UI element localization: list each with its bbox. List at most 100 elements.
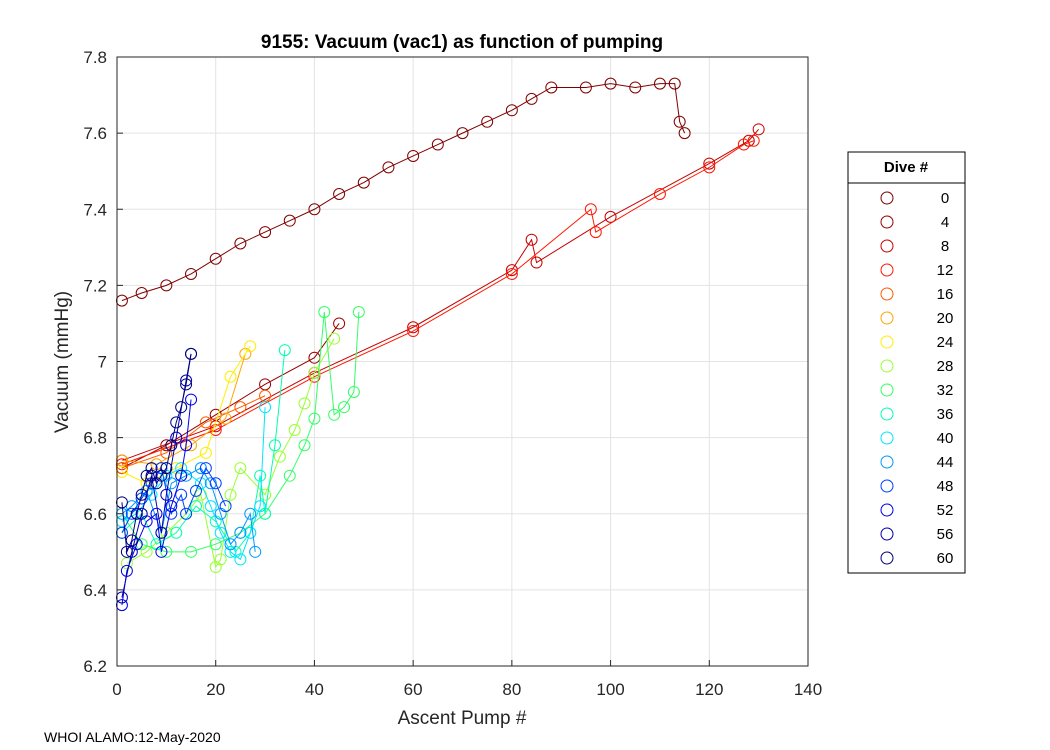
data-point: [308, 370, 321, 383]
legend-marker: [880, 479, 894, 493]
data-point: [160, 545, 173, 558]
series-line: [121, 407, 266, 561]
data-point: [584, 203, 597, 216]
data-point: [407, 149, 420, 162]
series-dive-0: [115, 77, 691, 307]
data-point: [180, 439, 193, 452]
y-tick-label: 7.4: [83, 200, 107, 219]
data-point: [338, 401, 351, 414]
data-point: [224, 545, 237, 558]
data-point: [185, 439, 198, 452]
series-line: [121, 395, 266, 469]
data-point: [456, 127, 469, 140]
data-point: [668, 77, 681, 90]
data-point: [165, 439, 178, 452]
data-point: [150, 507, 163, 520]
legend-label: 36: [937, 406, 954, 423]
y-tick-label: 6.6: [83, 505, 107, 524]
data-point: [505, 267, 518, 280]
legend-marker: [880, 263, 894, 277]
data-point: [115, 599, 128, 612]
y-tick-label: 6.8: [83, 429, 107, 448]
x-axis-label: Ascent Pump #: [398, 708, 527, 729]
data-point: [170, 526, 183, 539]
series-dive-16: [115, 389, 272, 475]
data-point: [185, 347, 198, 360]
legend-marker: [880, 455, 894, 469]
legend-label: 24: [937, 334, 954, 351]
data-point: [115, 465, 128, 478]
data-point: [199, 416, 212, 429]
tick-layer: 0 20 40 60 80 100 120 140 6.2 6.4 6.6 6.8 7 7.2 7.4 7.6…: [83, 48, 822, 699]
legend-label: 56: [937, 526, 954, 543]
data-point: [135, 286, 148, 299]
legend-marker: [880, 527, 894, 541]
chart-title: 9155: Vacuum (vac1) as function of pumpi…: [261, 32, 663, 53]
data-point: [115, 294, 128, 307]
data-point: [328, 332, 341, 345]
series-line: [121, 311, 360, 553]
data-point: [175, 401, 188, 414]
legend-label: 20: [937, 310, 954, 327]
legend-label: 16: [937, 286, 954, 303]
data-point: [165, 500, 178, 513]
series-layer: [115, 77, 765, 612]
data-point: [604, 210, 617, 223]
data-point: [115, 462, 128, 475]
data-point: [505, 264, 518, 277]
data-point: [160, 439, 173, 452]
legend-marker: [880, 215, 894, 229]
legend-label: 32: [937, 382, 954, 399]
legend-title: Dive #: [884, 159, 929, 176]
x-tick-label: 80: [502, 680, 521, 699]
legend-marker: [880, 335, 894, 349]
legend-label: 0: [941, 190, 949, 207]
series-dive-12: [115, 134, 760, 471]
data-point: [530, 256, 543, 269]
data-point: [160, 279, 173, 292]
data-point: [382, 161, 395, 174]
data-point: [199, 462, 212, 475]
x-tick-label: 100: [596, 680, 624, 699]
data-point: [115, 458, 128, 471]
data-point: [407, 321, 420, 334]
data-point: [234, 237, 247, 250]
series-line: [121, 140, 754, 465]
data-point: [333, 188, 346, 201]
data-point: [155, 462, 168, 475]
legend-marker: [880, 503, 894, 517]
data-point: [234, 462, 247, 475]
data-point: [244, 507, 257, 520]
series-line: [121, 83, 686, 302]
legend-box: [847, 151, 966, 574]
data-point: [115, 496, 128, 509]
data-point: [145, 462, 158, 475]
legend-label: 4: [941, 214, 949, 231]
data-point: [308, 366, 321, 379]
data-point: [234, 401, 247, 414]
data-point: [219, 500, 232, 513]
data-point: [155, 545, 168, 558]
data-point: [135, 507, 148, 520]
data-point: [431, 138, 444, 151]
data-point: [224, 488, 237, 501]
legend-label: 60: [937, 550, 954, 567]
series-line: [121, 128, 760, 461]
data-point: [308, 203, 321, 216]
y-tick-label: 6.2: [83, 657, 107, 676]
data-point: [347, 385, 360, 398]
data-point: [525, 92, 538, 105]
data-point: [199, 446, 212, 459]
data-point: [125, 534, 138, 547]
series-line: [121, 353, 246, 465]
data-point: [189, 500, 202, 513]
data-point: [180, 469, 193, 482]
y-tick-label: 6.4: [83, 581, 107, 600]
data-point: [298, 439, 311, 452]
data-point: [209, 477, 222, 490]
data-point: [589, 226, 602, 239]
data-point: [180, 378, 193, 391]
data-point: [653, 188, 666, 201]
